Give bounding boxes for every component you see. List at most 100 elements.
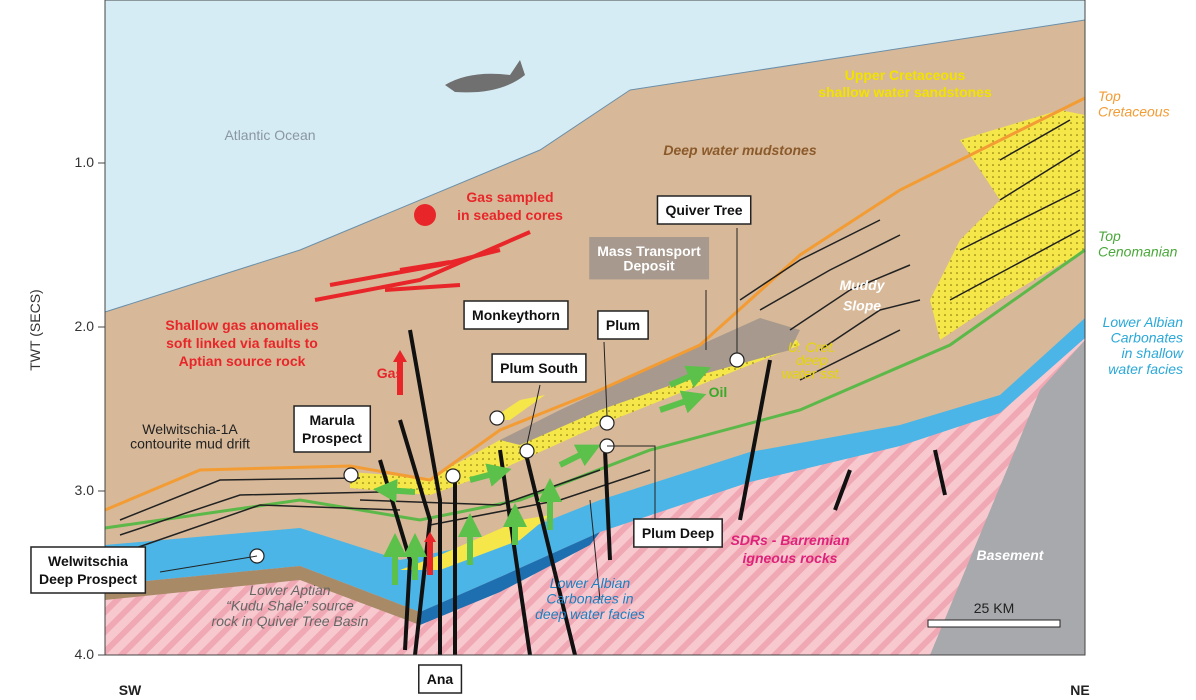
label-text: SDRs - Barremian igneous rocks	[730, 532, 849, 566]
label-text: Top Cretaceous	[1098, 88, 1170, 120]
direction-right: NE	[1070, 682, 1089, 698]
tick-label: 2.0	[75, 318, 95, 334]
label-line: Gas sampled	[466, 189, 553, 205]
label-box	[491, 353, 587, 383]
label-text: Atlantic Ocean	[224, 127, 315, 143]
label-line: soft linked via faults to	[166, 335, 318, 351]
label-line: Welwitschia	[48, 553, 128, 569]
label-line: Plum South	[500, 360, 578, 376]
label: Basement	[977, 547, 1045, 563]
label-line: in shallow	[1122, 345, 1184, 361]
label-box	[589, 237, 710, 280]
label: SDRs - Barremian igneous rocks	[730, 532, 849, 566]
label-line: 25 KM	[974, 600, 1014, 616]
label-line: Deep Prospect	[39, 571, 137, 587]
label-line: igneous rocks	[743, 550, 838, 566]
label-line: Carbonates	[1111, 330, 1183, 346]
label-text: 25 KM	[974, 600, 1014, 616]
label-line: deep	[796, 352, 827, 368]
label: Shallow gas anomalies soft linked via fau…	[165, 317, 318, 369]
axis-label: TWT (SECS)	[27, 289, 43, 370]
label: Monkeythorn	[463, 300, 569, 330]
label: Mass Transport Deposit	[589, 237, 710, 280]
tick-label: 1.0	[75, 154, 95, 170]
label-text: Plum	[606, 317, 640, 333]
label-line: Carbonates in	[546, 591, 633, 607]
label-text: Oil	[709, 384, 728, 400]
label-line: Deep water mudstones	[663, 142, 816, 158]
label-line: Cenomanian	[1098, 244, 1178, 260]
label: Muddy Slope	[839, 277, 885, 313]
label-line: Oil	[709, 384, 728, 400]
label-text: Ana	[427, 671, 454, 687]
label-text: Lower Albian Carbonates in shallow water fa…	[1103, 314, 1184, 377]
label: Marula Prospect	[293, 405, 372, 453]
label: Plum	[597, 310, 649, 340]
label-text: Mass Transport Deposit	[597, 243, 701, 273]
label: Ana	[418, 664, 463, 694]
label-line: Monkeythorn	[472, 307, 560, 323]
label: Welwitschia-1A contourite mud drift	[130, 421, 250, 451]
label-text: Muddy Slope	[839, 277, 885, 313]
label: Welwitschia Deep Prospect	[30, 546, 147, 594]
label-line: water facies	[1108, 361, 1183, 377]
tick-label: 4.0	[75, 646, 95, 662]
label: U. Cret. deep water sst.	[782, 339, 842, 381]
label-line: shallow water sandstones	[818, 84, 992, 100]
label-text: Lower Aptian “Kudu Shale” source rock in Q…	[212, 582, 369, 629]
label-line: Top	[1098, 88, 1121, 104]
direction-left: SW	[119, 682, 142, 698]
label-text: Plum Deep	[642, 525, 714, 541]
label-line: water sst.	[782, 365, 842, 381]
label-text: Deep water mudstones	[663, 142, 816, 158]
label: Oil	[709, 384, 728, 400]
label-line: Prospect	[302, 430, 362, 446]
label: Lower Albian Carbonates in deep water faci…	[535, 575, 645, 622]
label-line: Basement	[977, 547, 1045, 563]
label-text: Plum South	[500, 360, 578, 376]
label-line: Upper Cretaceous	[845, 67, 966, 83]
label-line: Shallow gas anomalies	[165, 317, 318, 333]
label: Top Cenomanian	[1098, 228, 1178, 260]
label-line: in seabed cores	[457, 207, 563, 223]
label-line: contourite mud drift	[130, 435, 250, 451]
label-box	[597, 310, 649, 340]
label-text: Shallow gas anomalies soft linked via fau…	[165, 317, 318, 369]
label: Lower Aptian “Kudu Shale” source rock in Q…	[212, 582, 369, 629]
label-box	[293, 405, 372, 453]
label-line: U. Cret.	[788, 339, 836, 355]
label-line: deep water facies	[535, 606, 645, 622]
label-line: Aptian source rock	[179, 353, 306, 369]
label-line: Mass Transport	[597, 243, 701, 259]
label-line: Muddy	[839, 277, 885, 293]
label-box	[418, 664, 463, 694]
label-box	[633, 518, 723, 548]
label: Quiver Tree	[656, 195, 752, 225]
label-line: Deposit	[623, 257, 675, 273]
label-text: Marula Prospect	[302, 412, 362, 446]
label-text: Welwitschia Deep Prospect	[39, 553, 137, 587]
label-line: Plum	[606, 317, 640, 333]
label-line: Quiver Tree	[665, 202, 742, 218]
label-line: Cretaceous	[1098, 104, 1170, 120]
label-text: Welwitschia-1A contourite mud drift	[130, 421, 250, 451]
label: Top Cretaceous	[1098, 88, 1170, 120]
label: Lower Albian Carbonates in shallow water fa…	[1103, 314, 1184, 377]
label-line: Welwitschia-1A	[142, 421, 238, 437]
label-line: Gas	[377, 365, 404, 381]
label: Upper Cretaceous shallow water sandstones	[818, 67, 992, 100]
label-text: U. Cret. deep water sst.	[782, 339, 842, 381]
label: 25 KM	[974, 600, 1014, 616]
tick-label: 3.0	[75, 482, 95, 498]
label-line: “Kudu Shale” source	[226, 598, 354, 614]
label: Atlantic Ocean	[224, 127, 315, 143]
label-text: Lower Albian Carbonates in deep water faci…	[535, 575, 645, 622]
label-box	[30, 546, 147, 594]
label-text: Monkeythorn	[472, 307, 560, 323]
label-line: Lower Albian	[1103, 314, 1184, 330]
label-line: Lower Aptian	[249, 582, 330, 598]
label-text: Gas sampled in seabed cores	[457, 189, 563, 223]
label: Gas	[377, 365, 404, 381]
label-line: SDRs - Barremian	[730, 532, 849, 548]
